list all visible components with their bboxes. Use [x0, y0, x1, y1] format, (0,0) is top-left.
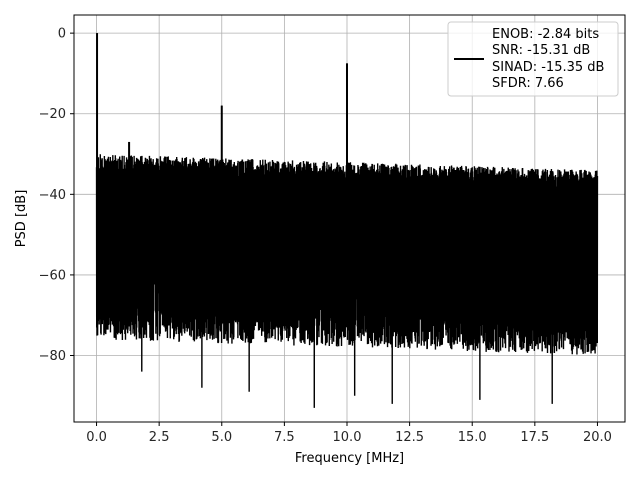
legend-enob: ENOB: -2.84 bits [492, 27, 599, 42]
legend-sfdr: SFDR: 7.66 [492, 76, 564, 91]
x-tick-label: 10.0 [333, 430, 362, 445]
axis-ticks: 0.0 2.5 5.0 7.5 10.0 12.5 15.0 17.5 20.0 0 −20 −40 −… [39, 27, 612, 445]
y-tick-label: 0 [58, 27, 66, 42]
x-tick-label: 7.5 [274, 430, 295, 445]
legend-snr: SNR: -15.31 dB [492, 43, 590, 58]
legend: ENOB: -2.84 bits SNR: -15.31 dB SINAD: -… [447, 21, 619, 97]
y-tick-label: −40 [39, 188, 66, 203]
plot-frame [73, 14, 626, 423]
x-tick-label: 12.5 [395, 430, 424, 445]
x-tick-label: 2.5 [149, 430, 170, 445]
x-tick-label: 15.0 [458, 430, 487, 445]
legend-box [447, 21, 619, 97]
x-axis-label: Frequency [MHz] [295, 451, 404, 466]
x-tick-label: 5.0 [211, 430, 232, 445]
legend-sinad: SINAD: -15.35 dB [492, 60, 604, 75]
y-tick-label: −80 [39, 349, 66, 364]
y-axis-label: PSD [dB] [14, 190, 29, 248]
x-tick-label: 17.5 [520, 430, 549, 445]
x-tick-label: 20.0 [583, 430, 612, 445]
y-tick-label: −20 [39, 107, 66, 122]
psd-series [95, 33, 599, 408]
x-tick-label: 0.0 [86, 430, 107, 445]
y-tick-label: −60 [39, 268, 66, 283]
